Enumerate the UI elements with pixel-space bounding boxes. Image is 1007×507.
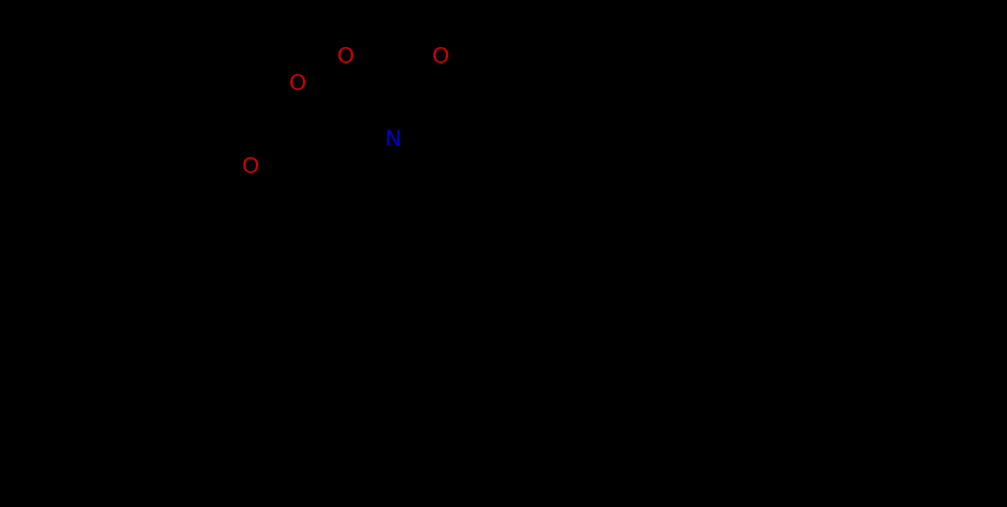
Text: O: O bbox=[289, 75, 307, 94]
Text: O: O bbox=[242, 157, 259, 177]
Text: O: O bbox=[432, 47, 449, 67]
Text: O: O bbox=[336, 47, 354, 67]
Text: N: N bbox=[385, 129, 402, 150]
